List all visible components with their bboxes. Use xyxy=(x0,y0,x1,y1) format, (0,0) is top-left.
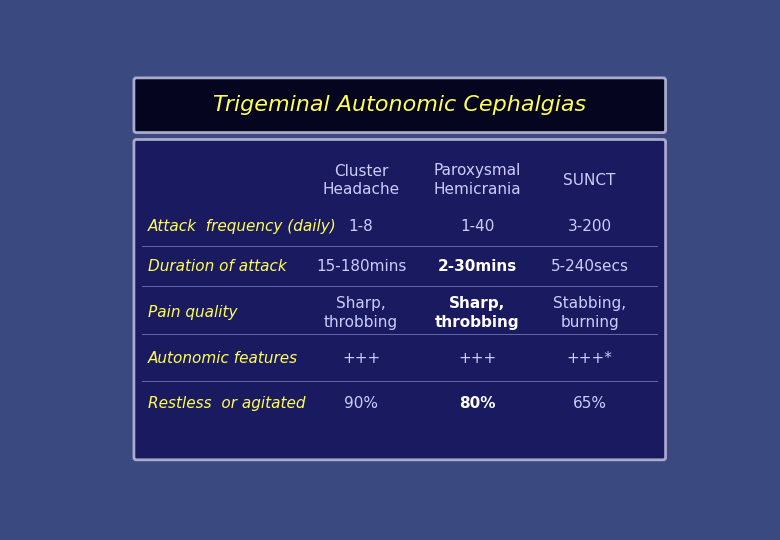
FancyBboxPatch shape xyxy=(134,78,665,132)
Text: 3-200: 3-200 xyxy=(568,219,612,234)
Text: 2-30mins: 2-30mins xyxy=(438,259,517,274)
Text: 1-40: 1-40 xyxy=(460,219,495,234)
Text: Paroxysmal
Hemicrania: Paroxysmal Hemicrania xyxy=(434,164,521,197)
Text: Restless  or agitated: Restless or agitated xyxy=(148,396,306,411)
Text: +++: +++ xyxy=(342,352,380,367)
Text: Trigeminal Autonomic Cephalgias: Trigeminal Autonomic Cephalgias xyxy=(213,95,587,115)
Text: Sharp,
throbbing: Sharp, throbbing xyxy=(435,296,519,329)
Text: +++*: +++* xyxy=(567,352,612,367)
Text: 90%: 90% xyxy=(344,396,378,411)
Text: 80%: 80% xyxy=(459,396,495,411)
Text: SUNCT: SUNCT xyxy=(563,173,616,188)
Text: 1-8: 1-8 xyxy=(349,219,374,234)
Text: Stabbing,
burning: Stabbing, burning xyxy=(553,296,626,329)
Text: Autonomic features: Autonomic features xyxy=(148,352,298,367)
Text: Attack  frequency (daily): Attack frequency (daily) xyxy=(148,219,337,234)
Text: 5-240secs: 5-240secs xyxy=(551,259,629,274)
Text: 65%: 65% xyxy=(573,396,607,411)
Text: Duration of attack: Duration of attack xyxy=(148,259,286,274)
Text: 15-180mins: 15-180mins xyxy=(316,259,406,274)
Text: Cluster
Headache: Cluster Headache xyxy=(322,164,399,197)
Text: Sharp,
throbbing: Sharp, throbbing xyxy=(324,296,398,329)
Text: Pain quality: Pain quality xyxy=(148,305,237,320)
FancyBboxPatch shape xyxy=(134,139,665,460)
Text: +++: +++ xyxy=(458,352,496,367)
